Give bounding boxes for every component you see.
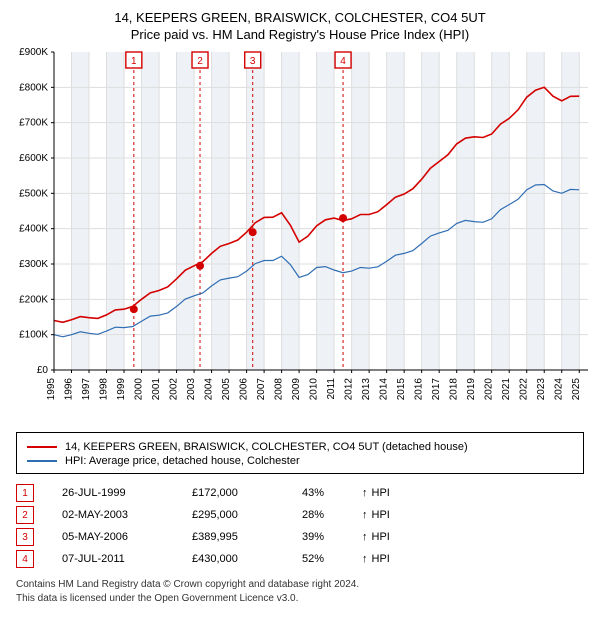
svg-text:1996: 1996 xyxy=(64,378,75,401)
svg-text:2009: 2009 xyxy=(291,378,302,401)
legend-item-property: 14, KEEPERS GREEN, BRAISWICK, COLCHESTER… xyxy=(27,441,573,453)
svg-text:2019: 2019 xyxy=(466,378,477,401)
svg-text:2001: 2001 xyxy=(151,378,162,401)
svg-text:1: 1 xyxy=(131,56,137,67)
sale-row: 1 26-JUL-1999£172,00043%↑ HPI xyxy=(16,484,584,502)
svg-text:£700K: £700K xyxy=(19,118,48,129)
sales-table: 126-JUL-1999£172,00043%↑HPI202-MAY-2003£… xyxy=(16,484,584,568)
sale-pct: 52% xyxy=(302,553,362,565)
svg-text:2006: 2006 xyxy=(239,378,250,401)
svg-text:2021: 2021 xyxy=(501,378,512,401)
svg-text:£300K: £300K xyxy=(19,259,48,270)
footer-line-1: Contains HM Land Registry data © Crown c… xyxy=(16,578,584,592)
sale-marker-box: 2 xyxy=(16,506,34,524)
svg-text:2016: 2016 xyxy=(414,378,425,401)
legend-swatch-hpi xyxy=(27,460,57,462)
sale-suffix: HPI xyxy=(372,509,390,521)
svg-text:1995: 1995 xyxy=(46,378,57,401)
sale-row: 2 02-MAY-2003£295,00028%↑ HPI xyxy=(16,506,584,524)
svg-text:£500K: £500K xyxy=(19,188,48,199)
chart-svg: 1 2 3 4 £0 £100K £200K £300K £400K £500K £600K £700… xyxy=(8,48,592,418)
svg-text:2013: 2013 xyxy=(361,378,372,401)
svg-text:£200K: £200K xyxy=(19,294,48,305)
svg-text:2007: 2007 xyxy=(256,378,267,401)
svg-text:2014: 2014 xyxy=(379,378,390,401)
svg-text:2023: 2023 xyxy=(536,378,547,401)
svg-text:2015: 2015 xyxy=(396,378,407,401)
svg-text:2000: 2000 xyxy=(134,378,145,401)
svg-text:2017: 2017 xyxy=(431,378,442,401)
sale-pct: 28% xyxy=(302,509,362,521)
sale-price: £430,000 xyxy=(192,553,302,565)
legend-swatch-property xyxy=(27,446,57,448)
svg-text:2025: 2025 xyxy=(571,378,582,401)
svg-text:£100K: £100K xyxy=(19,330,48,341)
sale-marker-box: 4 xyxy=(16,550,34,568)
legend-label-property: 14, KEEPERS GREEN, BRAISWICK, COLCHESTER… xyxy=(65,441,468,453)
svg-text:2002: 2002 xyxy=(169,378,180,401)
sale-price: £172,000 xyxy=(192,487,302,499)
sale-price: £295,000 xyxy=(192,509,302,521)
sale-pct: 43% xyxy=(302,487,362,499)
sale-date: 05-MAY-2006 xyxy=(62,531,192,543)
svg-text:1999: 1999 xyxy=(116,378,127,401)
svg-text:£600K: £600K xyxy=(19,153,48,164)
sale-row: 3 05-MAY-2006£389,99539%↑ HPI xyxy=(16,528,584,546)
sale-date: 02-MAY-2003 xyxy=(62,509,192,521)
svg-text:£800K: £800K xyxy=(19,82,48,93)
title-line-2: Price paid vs. HM Land Registry's House … xyxy=(8,27,592,42)
svg-text:2008: 2008 xyxy=(274,378,285,401)
sale-row: 4 07-JUL-2011£430,00052%↑ HPI xyxy=(16,550,584,568)
sale-date: 26-JUL-1999 xyxy=(62,487,192,499)
sale-pct: 39% xyxy=(302,531,362,543)
svg-text:£900K: £900K xyxy=(19,48,48,58)
arrow-up-icon: ↑ xyxy=(362,553,368,565)
svg-text:1997: 1997 xyxy=(81,378,92,401)
sale-suffix: HPI xyxy=(372,487,390,499)
svg-text:2005: 2005 xyxy=(221,378,232,401)
svg-text:2010: 2010 xyxy=(309,378,320,401)
legend: 14, KEEPERS GREEN, BRAISWICK, COLCHESTER… xyxy=(16,432,584,474)
legend-item-hpi: HPI: Average price, detached house, Colc… xyxy=(27,455,573,467)
svg-text:2012: 2012 xyxy=(344,378,355,401)
svg-text:2018: 2018 xyxy=(449,378,460,401)
legend-label-hpi: HPI: Average price, detached house, Colc… xyxy=(65,455,300,467)
price-vs-hpi-chart: 1 2 3 4 £0 £100K £200K £300K £400K £500K £600K £700… xyxy=(8,48,592,418)
svg-text:2003: 2003 xyxy=(186,378,197,401)
svg-text:2004: 2004 xyxy=(204,378,215,401)
footer: Contains HM Land Registry data © Crown c… xyxy=(16,578,584,605)
svg-text:3: 3 xyxy=(250,56,256,67)
footer-line-2: This data is licensed under the Open Gov… xyxy=(16,592,584,606)
sale-marker-box: 1 xyxy=(16,484,34,502)
arrow-up-icon: ↑ xyxy=(362,487,368,499)
svg-text:2: 2 xyxy=(197,56,203,67)
svg-text:2011: 2011 xyxy=(326,378,337,400)
svg-text:£400K: £400K xyxy=(19,224,48,235)
svg-text:2020: 2020 xyxy=(484,378,495,401)
arrow-up-icon: ↑ xyxy=(362,531,368,543)
sale-suffix: HPI xyxy=(372,531,390,543)
svg-text:1998: 1998 xyxy=(99,378,110,401)
sale-marker-box: 3 xyxy=(16,528,34,546)
svg-text:2022: 2022 xyxy=(519,378,530,401)
title-line-1: 14, KEEPERS GREEN, BRAISWICK, COLCHESTER… xyxy=(8,10,592,25)
svg-text:2024: 2024 xyxy=(554,378,565,401)
svg-text:4: 4 xyxy=(340,56,346,67)
arrow-up-icon: ↑ xyxy=(362,509,368,521)
sale-date: 07-JUL-2011 xyxy=(62,553,192,565)
sale-price: £389,995 xyxy=(192,531,302,543)
sale-suffix: HPI xyxy=(372,553,390,565)
svg-text:£0: £0 xyxy=(37,365,49,376)
